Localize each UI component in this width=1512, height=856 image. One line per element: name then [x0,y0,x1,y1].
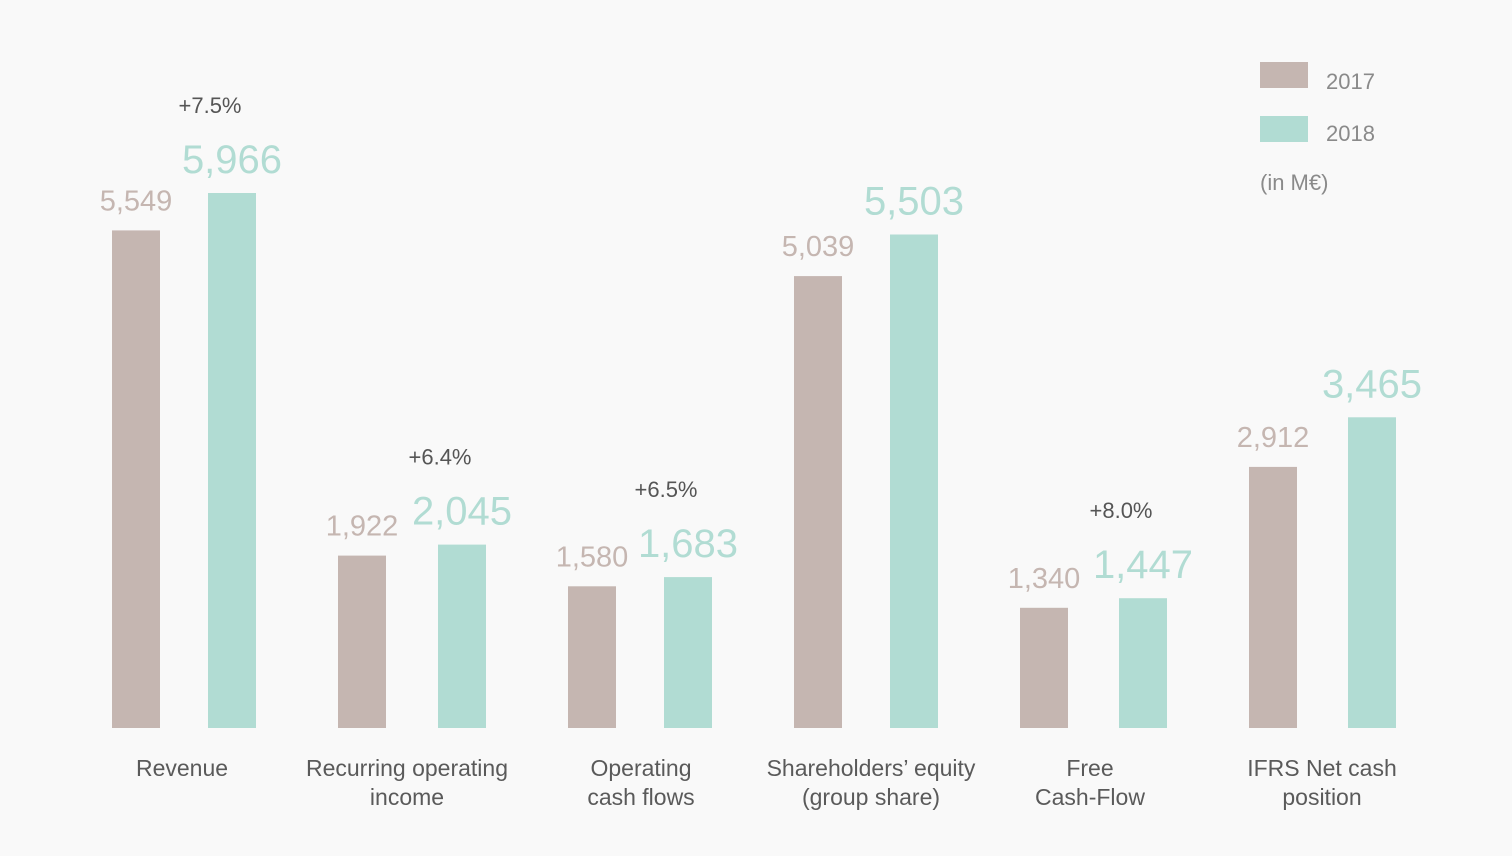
bar-2017-3 [794,276,842,728]
data-label-2017-4: 1,340 [1008,563,1081,595]
bar-2018-2 [664,577,712,728]
data-label-2018-2: 1,683 [638,522,738,566]
bar-2017-4 [1020,607,1068,728]
legend: 2017 2018 (in M€) [1260,62,1375,195]
category-label-3-line-0: Shareholders’ equity [767,755,976,781]
legend-swatch-2018 [1260,116,1308,142]
legend-swatch-2017 [1260,62,1308,88]
unit-label: (in M€) [1260,170,1328,195]
bars-layer [112,193,1396,728]
bar-2018-4 [1119,598,1167,728]
category-label-2-line-1: cash flows [587,784,694,810]
bar-2018-0 [208,193,256,728]
bar-2017-0 [112,230,160,728]
bar-2017-2 [568,586,616,728]
category-label-2-line-0: Operating [590,755,691,781]
category-label-5-line-1: position [1282,784,1361,810]
growth-annotation-4: +8.0% [1090,498,1153,523]
category-label-4-line-1: Cash-Flow [1035,784,1145,810]
data-label-2017-2: 1,580 [556,541,629,573]
data-label-2018-3: 5,503 [864,180,964,224]
data-label-2018-4: 1,447 [1093,543,1193,587]
bar-2018-5 [1348,417,1396,728]
growth-annotation-1: +6.4% [409,445,472,470]
category-label-5-line-0: IFRS Net cash [1247,755,1397,781]
category-label-3-line-1: (group share) [802,784,940,810]
bar-2017-1 [338,555,386,728]
data-label-2017-0: 5,549 [100,185,173,217]
legend-label-2018: 2018 [1326,121,1375,146]
data-label-2017-1: 1,922 [326,511,399,543]
growth-annotation-0: +7.5% [179,93,242,118]
category-label-0-line-0: Revenue [136,755,228,781]
category-label-1-line-0: Recurring operating [306,755,508,781]
data-label-2017-3: 5,039 [782,231,855,263]
bar-2017-5 [1249,466,1297,728]
legend-label-2017: 2017 [1326,69,1375,94]
data-label-2018-1: 2,045 [412,490,512,534]
data-label-2017-5: 2,912 [1237,422,1310,454]
bar-2018-1 [438,544,486,728]
category-label-1-line-1: income [370,784,444,810]
data-label-2018-5: 3,465 [1322,362,1422,406]
growth-annotation-2: +6.5% [635,477,698,502]
bar-2018-3 [890,234,938,728]
data-label-2018-0: 5,966 [182,138,282,182]
labels-layer: 5,549 1,922 1,580 5,039 1,340 2,912 5,966 2,045… [100,93,1422,810]
category-label-4-line-0: Free [1066,755,1113,781]
